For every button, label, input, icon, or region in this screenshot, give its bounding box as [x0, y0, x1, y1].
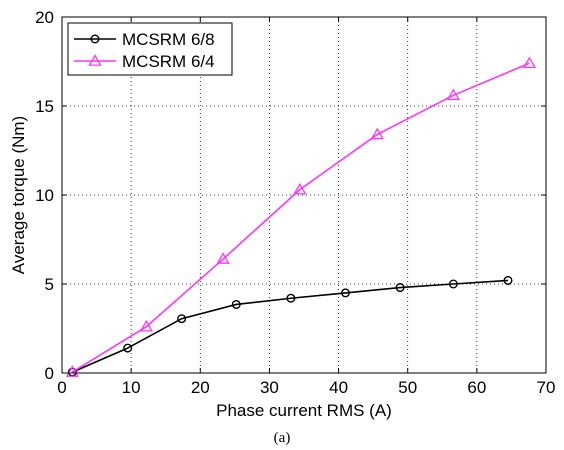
data-point-mcsrm-6-8 — [231, 299, 241, 309]
data-point-mcsrm-6-4 — [216, 252, 230, 264]
y-tick-label: 0 — [45, 364, 54, 383]
y-axis-label: Average torque (Nm) — [9, 116, 28, 274]
data-point-mcsrm-6-4 — [293, 182, 307, 195]
series-mcsrm-6-8 — [67, 275, 513, 377]
legend-label: MCSRM 6/8 — [122, 30, 215, 49]
x-tick-label: 50 — [398, 378, 417, 397]
figure-caption: (a) — [273, 430, 291, 446]
data-point-mcsrm-6-8 — [395, 283, 405, 293]
y-tick-label: 20 — [35, 8, 54, 27]
ticks: 0 10 20 30 40 50 60 70 0 5 10 15 20 — [35, 8, 555, 397]
x-tick-label: 70 — [537, 378, 556, 397]
x-tick-label: 10 — [122, 378, 141, 397]
data-point-mcsrm-6-4 — [446, 88, 460, 101]
data-point-mcsrm-6-8 — [286, 293, 296, 303]
x-tick-label: 60 — [467, 378, 486, 397]
data-point-mcsrm-6-8 — [340, 288, 350, 298]
x-tick-label: 40 — [329, 378, 348, 397]
data-point-mcsrm-6-8 — [503, 275, 513, 285]
data-point-mcsrm-6-4 — [370, 127, 384, 140]
legend: MCSRM 6/8 MCSRM 6/4 — [67, 22, 233, 76]
series-layer — [65, 56, 537, 377]
x-tick-label: 0 — [57, 378, 66, 397]
series-line-mcsrm-6-8 — [72, 279, 509, 373]
data-point-mcsrm-6-8 — [123, 343, 133, 353]
x-tick-label: 20 — [191, 378, 210, 397]
data-point-mcsrm-6-4 — [139, 319, 153, 332]
y-tick-label: 5 — [45, 275, 54, 294]
legend-label: MCSRM 6/4 — [122, 52, 215, 71]
series-line-mcsrm-6-4 — [71, 62, 530, 373]
series-mcsrm-6-4 — [65, 56, 537, 377]
legend-marker — [88, 54, 102, 66]
data-point-mcsrm-6-8 — [448, 279, 458, 289]
legend-entry-mcsrm-6-8: MCSRM 6/8 — [74, 30, 215, 49]
x-tick-label: 30 — [260, 378, 279, 397]
y-tick-label: 10 — [35, 186, 54, 205]
x-axis-label: Phase current RMS (A) — [216, 401, 392, 420]
legend-entry-mcsrm-6-4: MCSRM 6/4 — [74, 52, 215, 71]
data-point-mcsrm-6-4 — [522, 56, 537, 69]
y-tick-label: 15 — [35, 97, 54, 116]
legend-marker — [90, 34, 100, 44]
data-point-mcsrm-6-8 — [177, 314, 187, 324]
legend-box — [67, 22, 233, 76]
data-point-mcsrm-6-4 — [65, 365, 79, 377]
